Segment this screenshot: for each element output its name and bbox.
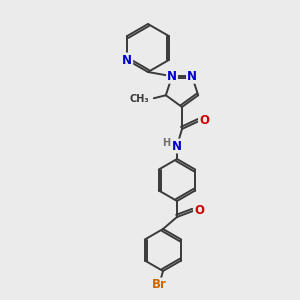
Text: Br: Br (152, 278, 166, 292)
Text: N: N (167, 70, 177, 83)
Text: N: N (122, 53, 132, 67)
Text: CH₃: CH₃ (129, 94, 149, 104)
Text: N: N (187, 70, 197, 83)
Text: O: O (199, 113, 209, 127)
Text: O: O (194, 203, 204, 217)
Text: N: N (172, 140, 182, 152)
Text: H: H (162, 138, 170, 148)
